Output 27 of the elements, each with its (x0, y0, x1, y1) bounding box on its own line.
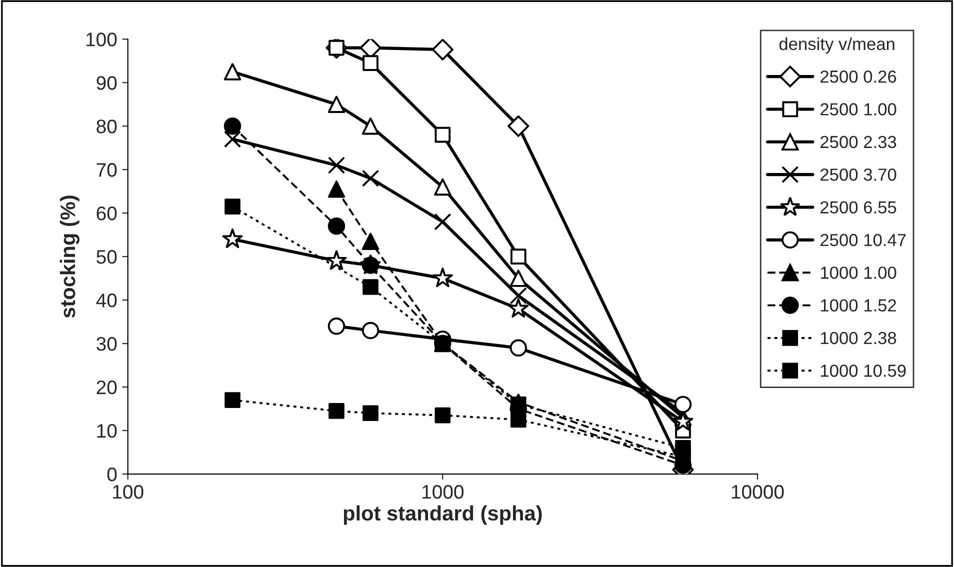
legend-label: 2500 3.70 (820, 168, 896, 181)
y-tick-label: 20 (96, 380, 117, 394)
legend-label: 2500 10.47 (820, 234, 906, 246)
y-tick-label: 10 (97, 424, 117, 438)
legend-title: density v/mean (779, 37, 894, 54)
y-tick-label: 100 (86, 32, 117, 46)
y-axis-title: stocking (%) (60, 196, 80, 318)
legend-label: 1000 10.59 (820, 364, 906, 377)
legend-label: 2500 0.26 (820, 70, 896, 83)
y-tick-label: 0 (107, 467, 117, 482)
legend-label: 2500 6.55 (820, 201, 896, 214)
legend-label: 2500 1.00 (820, 103, 896, 116)
x-tick-label: 1000 (422, 484, 464, 499)
y-tick-label: 50 (96, 250, 117, 264)
y-tick-label: 30 (96, 337, 117, 351)
y-tick-label: 40 (96, 294, 117, 308)
y-tick-label: 80 (96, 120, 117, 134)
x-axis-title: plot standard (spha) (344, 505, 542, 525)
y-tick-label: 60 (96, 206, 117, 220)
legend-label: 1000 2.38 (820, 332, 896, 344)
x-tick-label: 100 (113, 484, 144, 499)
x-tick-label: 10000 (732, 484, 784, 499)
y-tick-label: 90 (96, 76, 117, 90)
legend-label: 1000 1.00 (820, 266, 896, 279)
y-tick-label: 70 (96, 163, 117, 177)
legend-label: 2500 2.33 (820, 136, 896, 148)
legend-label: 1000 1.52 (820, 299, 896, 312)
